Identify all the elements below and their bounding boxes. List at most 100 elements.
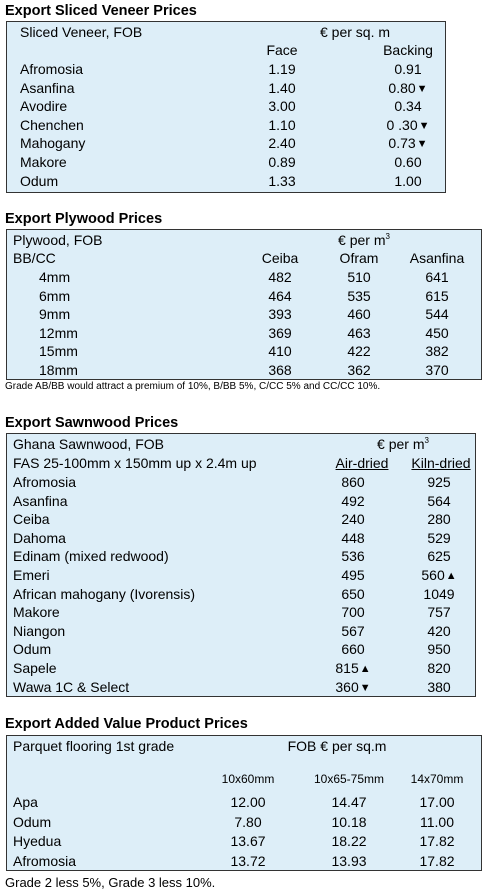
added-title: Export Added Value Product Prices — [5, 716, 248, 732]
parquet-price: 7.80 — [234, 813, 262, 830]
sawnwood-table: Ghana Sawnwood, FOB € per m3 FAS 25-100m… — [6, 433, 476, 697]
species-name: Makore — [20, 154, 67, 170]
face-price: 1.40 — [268, 79, 296, 96]
air-dried-cell: 360▼ — [335, 679, 370, 695]
kiln-dried-cell: 1049 — [423, 586, 454, 602]
air-dried-cell: 492 — [341, 493, 364, 509]
thickness: 6mm — [39, 287, 71, 304]
table-row: Asanfina 1.40 0.80▼ — [7, 80, 445, 99]
kiln-dried-cell: 950 — [427, 641, 450, 657]
plywood-price: 460 — [347, 306, 371, 323]
added-header-row: Parquet flooring 1st grade FOB € per sq.… — [7, 738, 481, 757]
plywood-grade-label: BB/CC — [13, 250, 56, 266]
table-row: Makore 700 757 — [7, 604, 475, 623]
parquet-price: 13.93 — [331, 852, 367, 869]
veneer-header-unit: € per sq. m — [319, 24, 391, 40]
veneer-table: Sliced Veneer, FOB € per sq. m Face Back… — [6, 21, 446, 193]
parquet-price: 13.67 — [230, 833, 266, 849]
plywood-note: Grade AB/BB would attract a premium of 1… — [5, 381, 381, 392]
kiln-dried-cell: 380 — [427, 679, 450, 695]
plywood-table: Plywood, FOB € per m3 BB/CC Ceiba Ofram … — [6, 229, 482, 380]
backing-price-cell: 0.73▼ — [388, 135, 427, 151]
table-row: Emeri 495 560▲ — [7, 567, 475, 586]
table-row: 15mm 410 422 382 — [7, 343, 481, 362]
added-col-header-row: 10x60mm 10x65-75mm 14x70mm — [7, 772, 481, 791]
plywood-price: 369 — [268, 324, 292, 341]
face-price: 2.40 — [268, 135, 296, 152]
veneer-header-row: Sliced Veneer, FOB € per sq. m — [7, 24, 445, 43]
plywood-price: 464 — [268, 287, 292, 304]
backing-price-cell: 1.00 — [394, 173, 421, 189]
kiln-dried-cell: 560▲ — [421, 567, 456, 583]
species-name: Afromosia — [20, 61, 84, 77]
added-note: Grade 2 less 5%, Grade 3 less 10%. — [5, 875, 216, 890]
species-name: Apa — [13, 794, 38, 810]
backing-price-cell: 0.34 — [394, 98, 421, 114]
air-dried-price: 660 — [341, 641, 365, 658]
backing-price: 0.60 — [394, 154, 422, 170]
trend-down-icon: ▼ — [418, 119, 430, 132]
sawnwood-spec: FAS 25-100mm x 150mm up x 2.4m up — [13, 455, 257, 471]
table-row: Mahogany 2.40 0.73▼ — [7, 135, 445, 154]
plywood-price: 382 — [425, 343, 449, 360]
air-dried-cell: 700 — [341, 604, 364, 620]
plywood-price: 641 — [425, 269, 449, 285]
parquet-price: 17.82 — [419, 833, 455, 849]
trend-up-icon: ▲ — [445, 570, 457, 582]
table-row: Afromosia 860 925 — [7, 474, 475, 493]
kiln-dried-price: 950 — [427, 641, 451, 658]
air-dried-price: 567 — [341, 622, 365, 639]
species-name: Mahogany — [20, 135, 86, 152]
air-dried-price: 536 — [341, 548, 365, 565]
face-price: 1.19 — [268, 61, 296, 77]
sawnwood-header-row: Ghana Sawnwood, FOB € per m3 — [7, 436, 475, 455]
plywood-price: 370 — [425, 362, 449, 378]
plywood-price: 410 — [268, 343, 292, 360]
table-row: Makore 0.89 0.60 — [7, 154, 445, 173]
plywood-price: 450 — [425, 324, 449, 341]
table-row: Apa 12.00 14.47 17.00 — [7, 794, 481, 813]
table-row: 6mm 464 535 615 — [7, 288, 481, 307]
plywood-price: 615 — [425, 287, 449, 304]
kiln-dried-price: 925 — [427, 474, 451, 490]
air-dried-cell: 815▲ — [335, 660, 370, 676]
thickness: 4mm — [39, 269, 71, 285]
species-name: Hyedua — [13, 833, 62, 849]
thickness: 9mm — [39, 306, 71, 323]
air-dried-price: 860 — [341, 474, 365, 490]
sawnwood-header-left: Ghana Sawnwood, FOB — [13, 436, 164, 452]
air-dried-price: 495 — [341, 567, 365, 583]
table-row: Odum 7.80 10.18 11.00 — [7, 814, 481, 833]
thickness: 15mm — [39, 343, 78, 360]
kiln-dried-price: 820 — [427, 660, 451, 676]
veneer-col-backing: Backing — [383, 42, 433, 58]
sawnwood-header-unit: € per m3 — [377, 436, 429, 452]
air-dried-cell: 650 — [341, 586, 364, 602]
kiln-dried-cell: 564 — [427, 493, 450, 509]
added-header-unit: FOB € per sq.m — [287, 738, 387, 754]
table-row: Sapele 815▲ 820 — [7, 660, 475, 679]
table-row: 18mm 368 362 370 — [7, 362, 481, 381]
species-name: Ceiba — [13, 511, 50, 528]
species-name: Afromosia — [13, 474, 77, 490]
plywood-price: 544 — [425, 306, 449, 323]
plywood-price: 482 — [268, 269, 292, 285]
added-header-left: Parquet flooring 1st grade — [13, 738, 175, 754]
parquet-price: 12.00 — [230, 794, 266, 810]
kiln-dried-price: 564 — [427, 492, 451, 509]
species-name: Odum — [13, 641, 52, 658]
air-dried-cell: 448 — [341, 530, 364, 546]
air-dried-cell: 240 — [341, 511, 364, 527]
thickness: 18mm — [39, 362, 78, 378]
species-name: Asanfina — [20, 79, 75, 96]
table-row: Avodire 3.00 0.34 — [7, 98, 445, 117]
sawnwood-col-air-dried: Air-dried — [335, 455, 389, 471]
sawnwood-col-header-row: FAS 25-100mm x 150mm up x 2.4m up Air-dr… — [7, 455, 475, 474]
table-row: Odum 1.33 1.00 — [7, 173, 445, 192]
table-row: Hyedua 13.67 18.22 17.82 — [7, 833, 481, 852]
added-col-14x70: 14x70mm — [410, 772, 464, 786]
face-price: 1.33 — [268, 172, 296, 189]
parquet-price: 13.72 — [230, 852, 266, 869]
plywood-price: 368 — [268, 362, 292, 378]
plywood-header-left: Plywood, FOB — [13, 232, 103, 248]
